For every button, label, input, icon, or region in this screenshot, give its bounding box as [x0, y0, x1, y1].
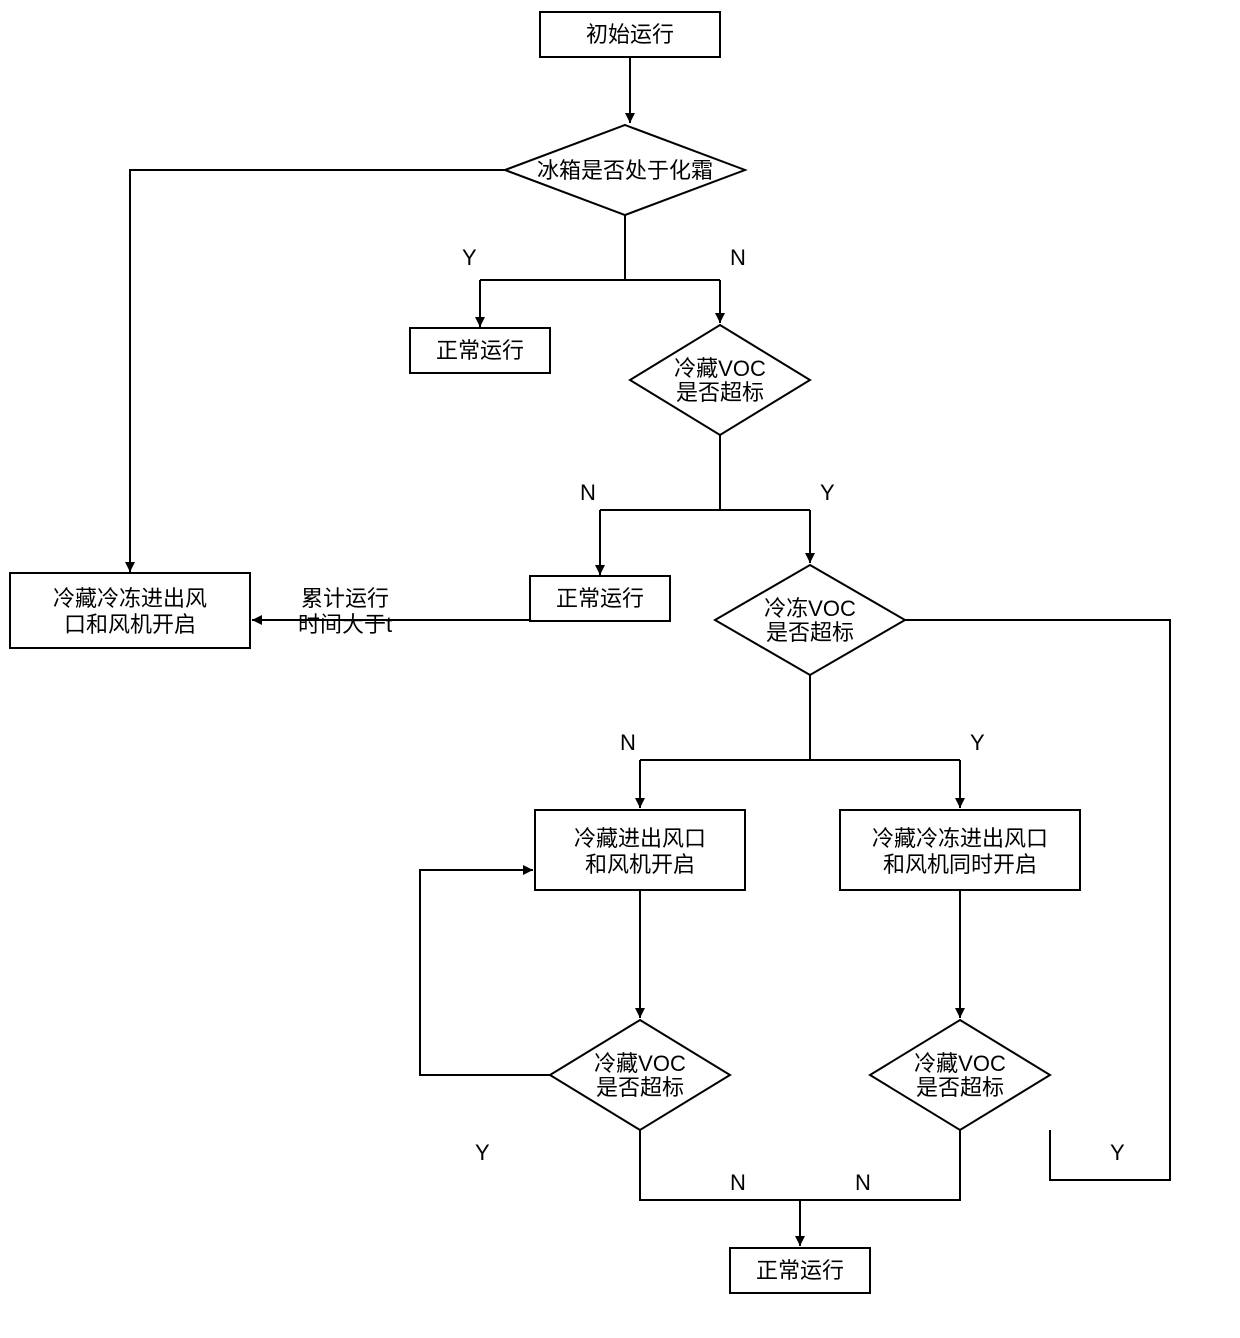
label-d5-y: Y: [1110, 1140, 1125, 1165]
node-d4: 冷藏VOC 是否超标: [550, 1020, 730, 1130]
svg-text:累计运行: 累计运行: [301, 586, 389, 611]
svg-text:正常运行: 正常运行: [436, 338, 524, 363]
label-d4-n: N: [730, 1170, 746, 1195]
node-start: 初始运行: [540, 12, 720, 57]
label-d1-n: N: [730, 245, 746, 270]
label-d2-y: Y: [820, 480, 835, 505]
svg-text:时间大于t: 时间大于t: [298, 612, 392, 637]
svg-text:冷藏VOC: 冷藏VOC: [674, 356, 766, 381]
svg-text:冷藏VOC: 冷藏VOC: [914, 1051, 1006, 1076]
svg-text:冷藏冷冻进出风: 冷藏冷冻进出风: [53, 586, 207, 611]
node-d2: 冷藏VOC 是否超标: [630, 325, 810, 435]
label-d5-n: N: [855, 1170, 871, 1195]
svg-text:和风机开启: 和风机开启: [585, 852, 695, 877]
svg-text:正常运行: 正常运行: [556, 586, 644, 611]
node-normal1: 正常运行: [410, 328, 550, 373]
svg-text:冷藏冷冻进出风口: 冷藏冷冻进出风口: [872, 826, 1048, 851]
svg-text:冷藏进出风口: 冷藏进出风口: [574, 826, 706, 851]
label-d1-y: Y: [462, 245, 477, 270]
label-d3-y: Y: [970, 730, 985, 755]
svg-text:初始运行: 初始运行: [586, 22, 674, 47]
svg-text:是否超标: 是否超标: [766, 620, 854, 645]
node-d5: 冷藏VOC 是否超标: [870, 1020, 1050, 1130]
svg-text:口和风机开启: 口和风机开启: [64, 612, 196, 637]
svg-text:正常运行: 正常运行: [756, 1258, 844, 1283]
label-d2-n: N: [580, 480, 596, 505]
node-action-y: 冷藏冷冻进出风口 和风机同时开启: [840, 810, 1080, 890]
svg-text:是否超标: 是否超标: [596, 1075, 684, 1100]
edge-d4-n: [640, 1130, 800, 1200]
node-leftbox: 冷藏冷冻进出风 口和风机开启: [10, 573, 250, 648]
flowchart-canvas: Y N N Y N Y Y Y N N 初始运行 冰箱是否处于化霜: [0, 0, 1240, 1338]
svg-text:和风机同时开启: 和风机同时开启: [883, 852, 1037, 877]
node-normal3: 正常运行: [730, 1248, 870, 1293]
svg-text:是否超标: 是否超标: [916, 1075, 1004, 1100]
edge-d4-y-loop: [420, 870, 550, 1075]
edge-d5-n: [800, 1130, 960, 1200]
node-d1: 冰箱是否处于化霜: [505, 125, 745, 215]
svg-text:冰箱是否处于化霜: 冰箱是否处于化霜: [537, 158, 713, 183]
node-midlabel: 累计运行 时间大于t: [298, 586, 392, 637]
svg-text:冷冻VOC: 冷冻VOC: [764, 596, 856, 621]
label-d3-n: N: [620, 730, 636, 755]
svg-text:是否超标: 是否超标: [676, 380, 764, 405]
node-action-n: 冷藏进出风口 和风机开启: [535, 810, 745, 890]
node-d3: 冷冻VOC 是否超标: [715, 565, 905, 675]
node-normal2: 正常运行: [530, 576, 670, 621]
label-d4-y: Y: [475, 1140, 490, 1165]
svg-text:冷藏VOC: 冷藏VOC: [594, 1051, 686, 1076]
